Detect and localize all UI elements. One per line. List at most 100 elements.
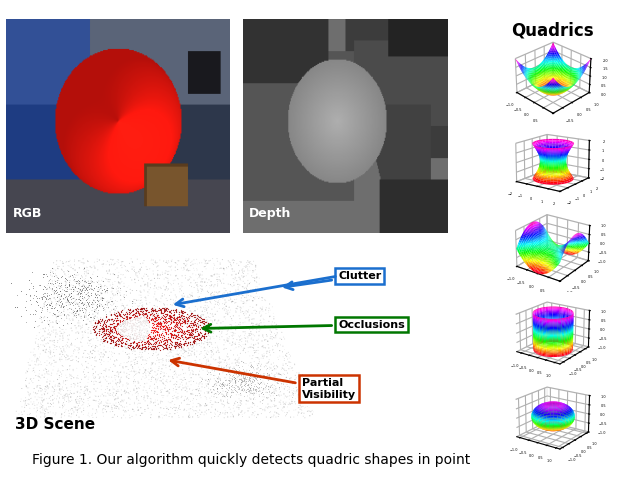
Point xyxy=(86,347,96,355)
Point xyxy=(79,373,90,381)
Point xyxy=(32,382,42,390)
Point xyxy=(55,357,65,365)
Point xyxy=(25,361,35,369)
Point xyxy=(181,266,191,274)
Point xyxy=(76,396,86,403)
Point xyxy=(188,342,198,349)
Point xyxy=(255,370,266,378)
Point xyxy=(193,412,203,419)
Point xyxy=(50,382,60,390)
Point xyxy=(62,338,72,346)
Point xyxy=(20,303,31,311)
Point xyxy=(91,330,101,338)
Point xyxy=(161,315,171,323)
Point xyxy=(110,326,120,334)
Point xyxy=(263,371,273,379)
Point xyxy=(113,279,124,287)
Point xyxy=(120,323,130,331)
Point xyxy=(145,310,156,318)
Point xyxy=(88,325,99,333)
Point xyxy=(173,340,184,347)
Point xyxy=(157,342,168,349)
Point xyxy=(307,406,317,414)
Point xyxy=(262,338,273,346)
Point xyxy=(166,258,177,265)
Point xyxy=(250,376,260,384)
Point xyxy=(243,344,253,351)
Point xyxy=(12,413,22,421)
Point xyxy=(109,342,120,350)
Point xyxy=(222,381,232,388)
Point xyxy=(304,407,314,415)
Point xyxy=(157,319,168,327)
Point xyxy=(198,344,209,352)
Point xyxy=(200,278,210,286)
Point xyxy=(186,398,196,405)
Point xyxy=(188,399,198,407)
Point xyxy=(129,356,139,364)
Point xyxy=(211,377,221,385)
Point xyxy=(62,294,72,301)
Point xyxy=(244,330,254,338)
Point xyxy=(222,409,232,417)
Point xyxy=(111,404,122,412)
Point xyxy=(60,295,70,303)
Point xyxy=(40,346,51,354)
Point xyxy=(284,358,294,366)
Point xyxy=(200,330,210,337)
Point xyxy=(240,314,250,322)
Point xyxy=(131,329,141,337)
Point xyxy=(159,312,170,320)
Point xyxy=(268,325,278,333)
Point xyxy=(60,281,70,289)
Point xyxy=(161,330,171,338)
Point xyxy=(54,308,65,315)
Point xyxy=(49,342,60,349)
Point xyxy=(24,400,34,408)
Point xyxy=(119,294,129,301)
Point xyxy=(139,278,149,285)
Point xyxy=(225,375,235,382)
Point xyxy=(236,308,246,316)
Point xyxy=(203,323,213,330)
Point xyxy=(72,399,83,407)
Point xyxy=(52,274,63,282)
Point xyxy=(99,260,109,268)
Point xyxy=(189,313,200,321)
Point xyxy=(210,380,220,387)
Point xyxy=(97,327,108,334)
Point xyxy=(204,343,214,350)
Point xyxy=(284,392,294,399)
Point xyxy=(193,387,204,395)
Point xyxy=(212,399,222,406)
Point xyxy=(196,313,206,321)
Point xyxy=(93,285,103,293)
Point xyxy=(68,286,79,294)
Point xyxy=(197,271,207,279)
Point xyxy=(173,355,184,363)
Point xyxy=(117,403,127,411)
Point xyxy=(118,327,129,335)
Point xyxy=(92,325,102,333)
Point xyxy=(280,403,290,411)
Point xyxy=(173,327,184,335)
Point xyxy=(133,406,143,414)
Point xyxy=(42,333,52,341)
Point xyxy=(105,281,115,289)
Point xyxy=(108,389,118,397)
Point xyxy=(32,356,42,364)
Point xyxy=(166,345,176,353)
Point xyxy=(248,382,259,390)
Point xyxy=(185,307,195,315)
Point xyxy=(211,378,221,385)
Point xyxy=(165,311,175,318)
Point xyxy=(232,361,242,369)
Point xyxy=(251,368,261,376)
Point xyxy=(40,327,50,334)
Point xyxy=(85,340,95,347)
Point xyxy=(175,406,185,414)
Point xyxy=(77,291,88,298)
Point xyxy=(45,285,55,293)
Point xyxy=(33,399,44,407)
Point xyxy=(186,274,196,281)
